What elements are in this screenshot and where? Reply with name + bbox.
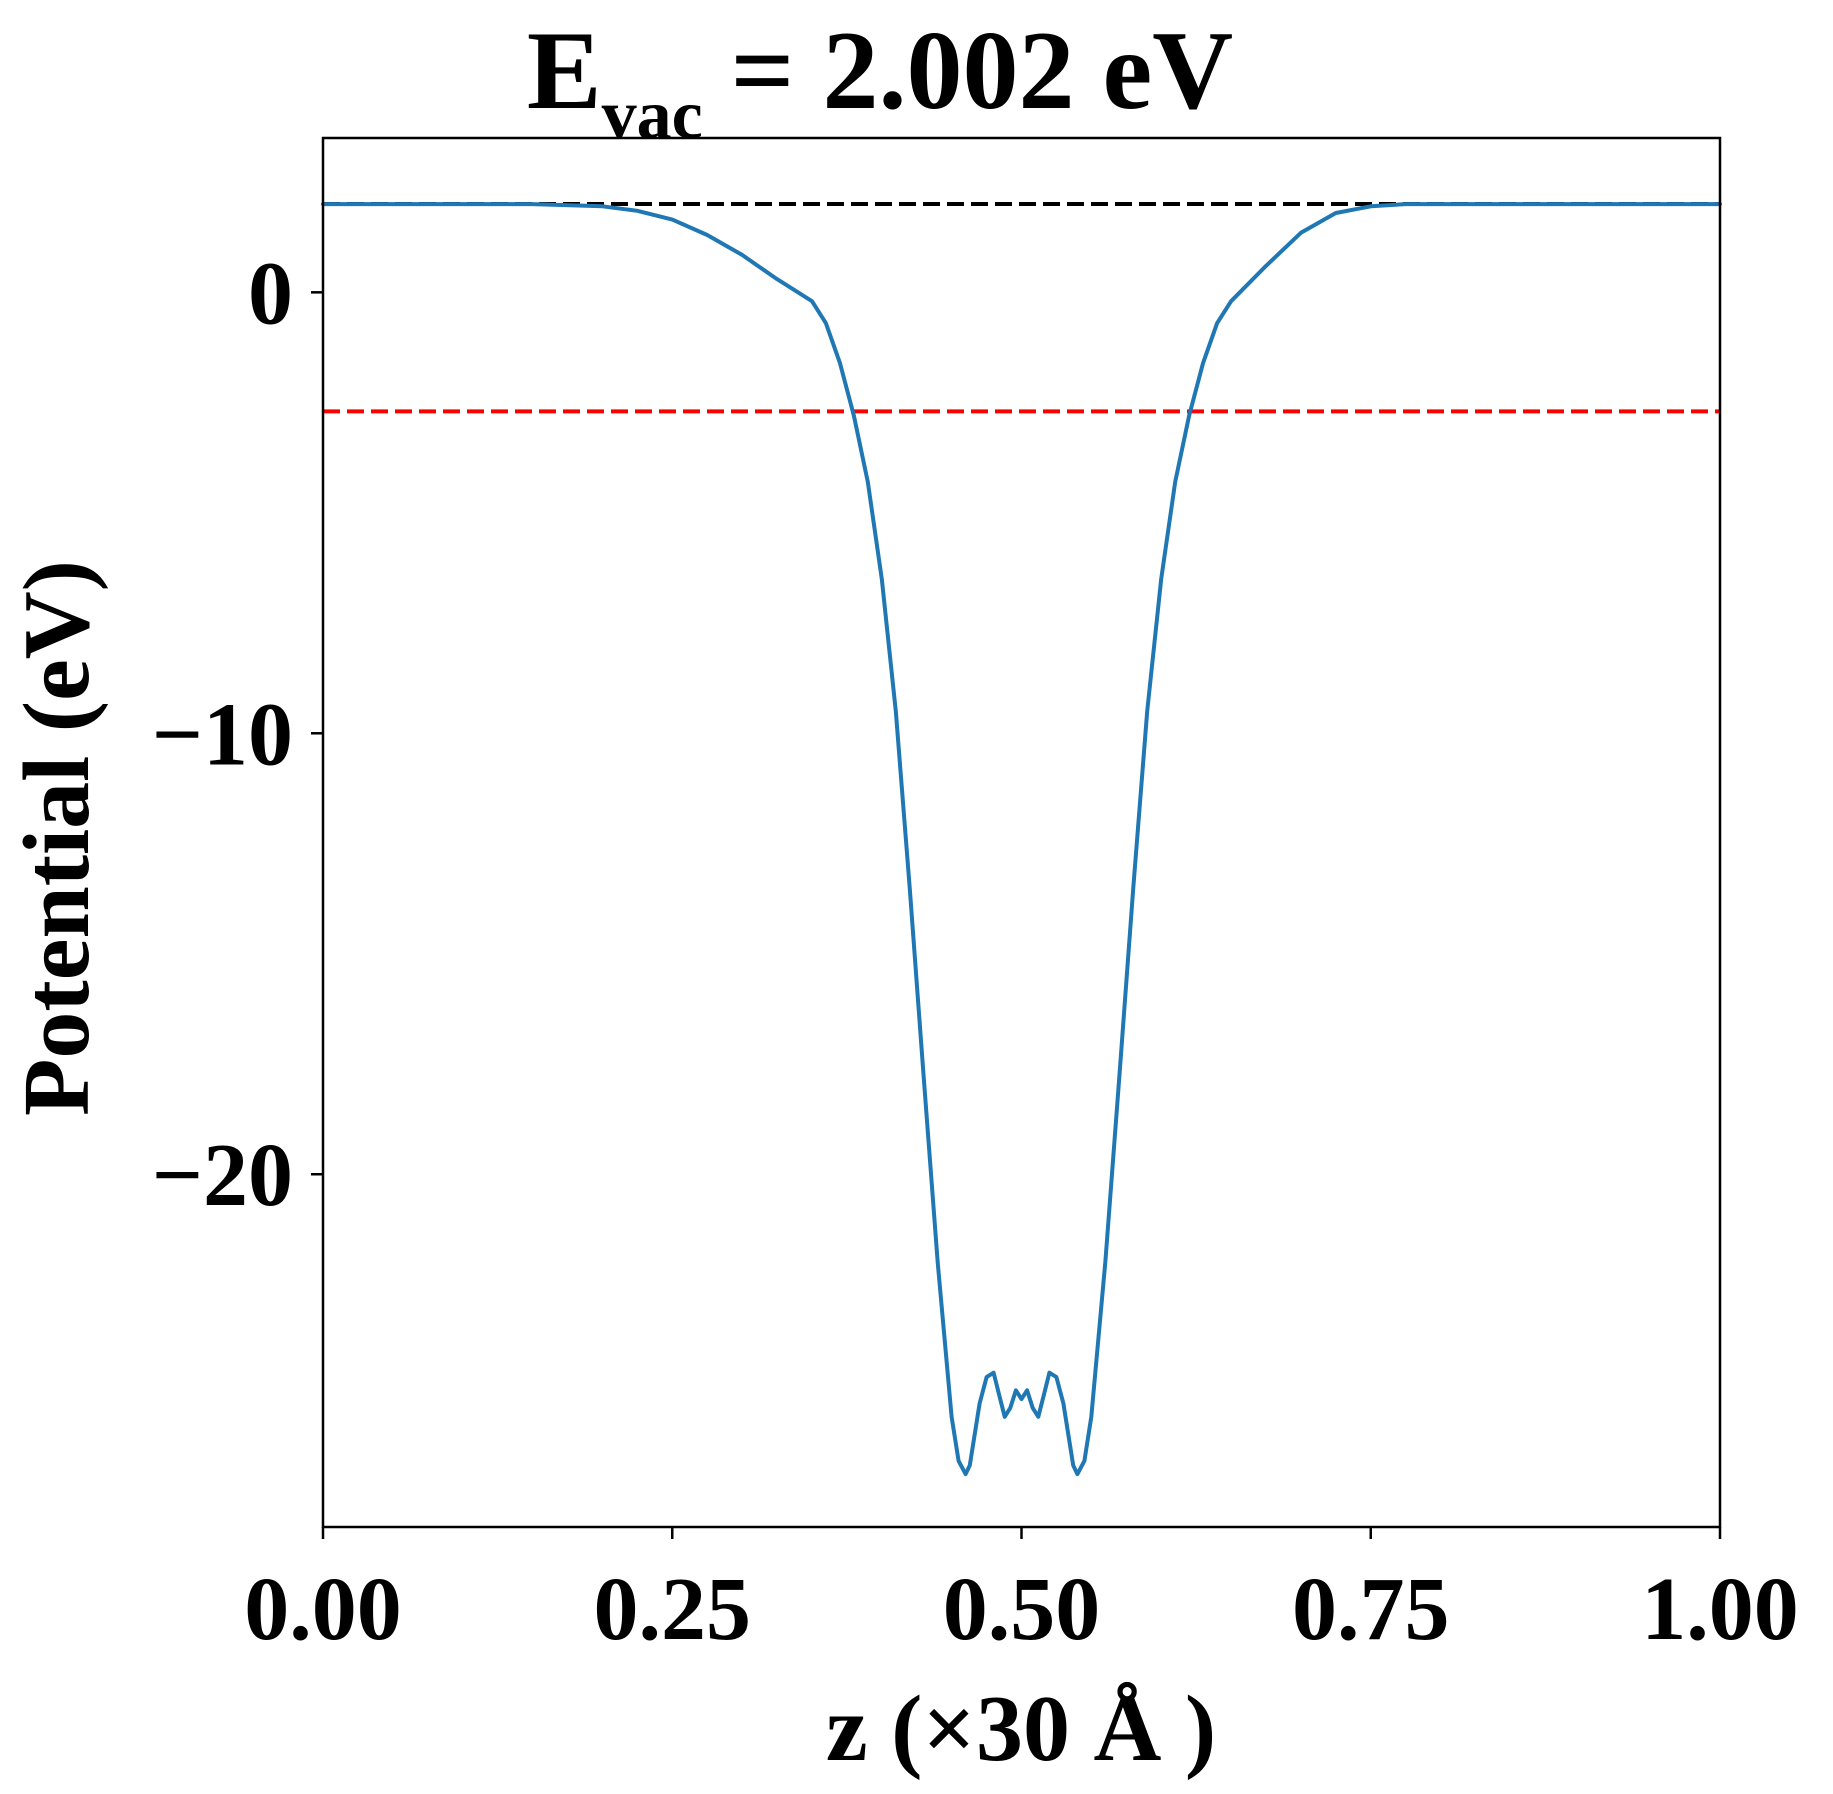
x-axis-label: z (×30 Å ) (826, 1677, 1216, 1781)
x-tick-label-2: 0.50 (943, 1560, 1101, 1659)
chart-title-subscript: vac (602, 77, 703, 154)
x-tick-label-0: 0.00 (244, 1560, 402, 1659)
y-axis-label: Potential (eV) (5, 560, 109, 1116)
series-line-0 (321, 202, 1722, 1477)
chart-title: Evac = 2.002 eV (527, 9, 1233, 154)
x-tick-label-4: 1.00 (1641, 1560, 1799, 1659)
x-tick-label-1: 0.25 (594, 1560, 752, 1659)
chart-title-symbol: E (527, 9, 602, 133)
y-tick-label-1: −10 (152, 685, 293, 784)
x-tick-label-3: 0.75 (1292, 1560, 1450, 1659)
axes-frame (321, 136, 1722, 1529)
plot-area: 0.00 0.25 0.50 0.75 1.00 0 −10 −20 (152, 136, 1799, 1659)
y-tick-label-0: 0 (248, 244, 293, 343)
chart-title-value: = 2.002 eV (703, 9, 1233, 133)
y-tick-label-2: −20 (152, 1126, 293, 1225)
